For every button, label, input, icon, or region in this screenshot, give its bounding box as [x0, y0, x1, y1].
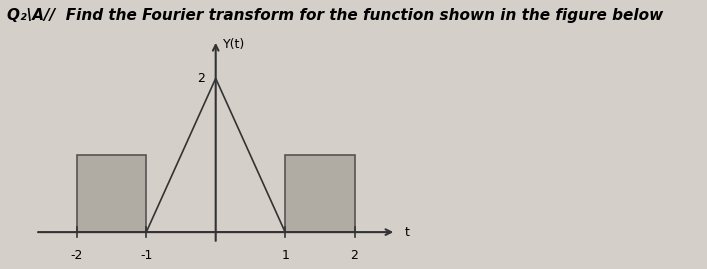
Text: -1: -1	[140, 249, 153, 262]
Text: 2: 2	[351, 249, 358, 262]
Polygon shape	[285, 155, 354, 232]
Text: 1: 1	[281, 249, 289, 262]
Text: Q₂\A//  Find the Fourier transform for the function shown in the figure below: Q₂\A// Find the Fourier transform for th…	[7, 8, 663, 23]
Text: Y(t): Y(t)	[223, 38, 245, 51]
Text: 2: 2	[197, 72, 205, 85]
Polygon shape	[77, 155, 146, 232]
Text: -2: -2	[71, 249, 83, 262]
Polygon shape	[146, 78, 285, 232]
Text: t: t	[404, 226, 409, 239]
